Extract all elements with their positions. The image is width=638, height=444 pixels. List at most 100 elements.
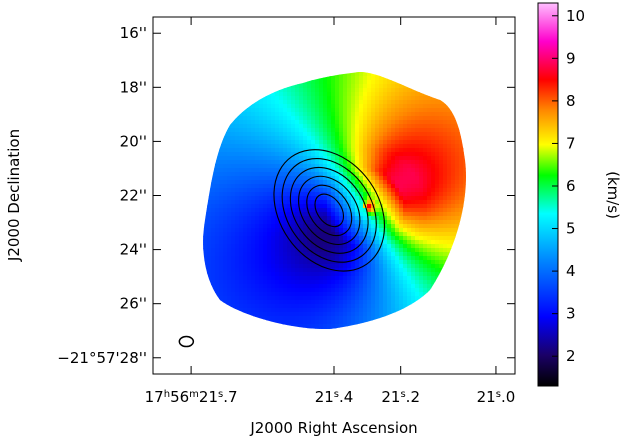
velocity-pixel bbox=[255, 108, 260, 113]
velocity-pixel bbox=[371, 324, 376, 329]
velocity-pixel bbox=[355, 116, 360, 121]
velocity-pixel bbox=[203, 280, 208, 285]
velocity-pixel bbox=[219, 236, 224, 241]
velocity-pixel bbox=[339, 64, 344, 69]
velocity-pixel bbox=[267, 324, 272, 329]
velocity-pixel bbox=[287, 132, 292, 137]
velocity-pixel bbox=[415, 76, 420, 81]
velocity-pixel bbox=[463, 268, 467, 273]
velocity-pixel bbox=[395, 172, 400, 177]
velocity-pixel bbox=[335, 72, 340, 73]
velocity-pixel bbox=[463, 212, 467, 217]
velocity-pixel bbox=[303, 252, 308, 257]
velocity-pixel bbox=[211, 160, 216, 165]
velocity-pixel bbox=[255, 84, 260, 89]
velocity-pixel bbox=[347, 120, 352, 125]
velocity-pixel bbox=[323, 180, 328, 185]
velocity-pixel bbox=[471, 216, 476, 221]
velocity-pixel bbox=[403, 200, 408, 205]
velocity-pixel bbox=[439, 332, 444, 337]
velocity-pixel bbox=[387, 236, 392, 241]
velocity-pixel bbox=[415, 304, 420, 309]
velocity-pixel bbox=[383, 256, 388, 261]
velocity-pixel bbox=[231, 88, 236, 93]
velocity-pixel bbox=[383, 252, 388, 257]
velocity-pixel bbox=[359, 320, 364, 325]
velocity-pixel bbox=[375, 168, 380, 173]
velocity-pixel bbox=[363, 168, 368, 173]
velocity-pixel bbox=[279, 328, 284, 330]
velocity-pixel bbox=[459, 208, 464, 213]
velocity-pixel bbox=[367, 188, 372, 193]
velocity-pixel bbox=[439, 296, 444, 301]
velocity-pixel bbox=[299, 136, 304, 141]
velocity-pixel bbox=[203, 244, 208, 249]
velocity-pixel bbox=[391, 252, 396, 257]
velocity-pixel bbox=[219, 72, 224, 73]
velocity-pixel bbox=[227, 76, 232, 81]
velocity-pixel bbox=[307, 160, 312, 165]
velocity-pixel bbox=[255, 272, 260, 277]
velocity-pixel bbox=[211, 80, 216, 85]
velocity-pixel bbox=[455, 172, 460, 177]
velocity-pixel bbox=[243, 124, 248, 129]
velocity-pixel bbox=[239, 240, 244, 245]
velocity-pixel bbox=[239, 224, 244, 229]
velocity-pixel bbox=[275, 128, 280, 133]
velocity-pixel bbox=[447, 164, 452, 169]
velocity-pixel bbox=[219, 100, 224, 105]
velocity-pixel bbox=[203, 224, 208, 229]
velocity-pixel bbox=[235, 268, 240, 273]
velocity-pixel bbox=[299, 260, 304, 265]
velocity-pixel bbox=[203, 236, 208, 241]
velocity-pixel bbox=[359, 88, 364, 93]
velocity-pixel bbox=[343, 244, 348, 249]
velocity-pixel bbox=[395, 80, 400, 85]
velocity-pixel bbox=[443, 80, 448, 85]
velocity-pixel bbox=[411, 140, 416, 145]
velocity-pixel bbox=[355, 104, 360, 109]
velocity-pixel bbox=[367, 268, 372, 273]
velocity-pixel bbox=[419, 212, 424, 217]
velocity-pixel bbox=[195, 160, 200, 165]
velocity-pixel bbox=[291, 264, 296, 269]
velocity-pixel bbox=[219, 128, 224, 133]
velocity-pixel bbox=[447, 276, 452, 281]
velocity-pixel bbox=[283, 268, 288, 273]
velocity-pixel bbox=[247, 292, 252, 297]
velocity-pixel bbox=[203, 144, 208, 149]
velocity-pixel bbox=[247, 124, 252, 129]
velocity-pixel bbox=[295, 248, 300, 253]
velocity-pixel bbox=[267, 208, 272, 213]
velocity-pixel bbox=[239, 192, 244, 197]
velocity-pixel bbox=[423, 324, 428, 329]
velocity-pixel bbox=[339, 72, 344, 77]
velocity-pixel bbox=[283, 72, 288, 77]
velocity-pixel bbox=[399, 300, 404, 305]
velocity-pixel bbox=[195, 228, 200, 233]
velocity-pixel bbox=[247, 320, 252, 325]
velocity-pixel bbox=[339, 332, 344, 337]
velocity-pixel bbox=[447, 192, 452, 197]
velocity-pixel bbox=[279, 192, 284, 197]
velocity-pixel bbox=[295, 304, 300, 309]
velocity-pixel bbox=[451, 156, 456, 161]
velocity-pixel bbox=[323, 228, 328, 233]
velocity-pixel bbox=[459, 108, 464, 113]
velocity-pixel bbox=[247, 284, 252, 289]
velocity-pixel bbox=[203, 112, 208, 117]
velocity-pixel bbox=[443, 316, 448, 321]
velocity-pixel bbox=[399, 292, 404, 297]
velocity-pixel bbox=[451, 216, 456, 221]
velocity-pixel bbox=[423, 148, 428, 153]
velocity-pixel bbox=[399, 196, 404, 201]
velocity-pixel bbox=[243, 240, 248, 245]
velocity-pixel bbox=[455, 312, 460, 317]
velocity-pixel bbox=[343, 84, 348, 89]
velocity-pixel bbox=[399, 140, 404, 145]
velocity-pixel bbox=[239, 108, 244, 113]
velocity-pixel bbox=[471, 128, 476, 133]
velocity-pixel bbox=[395, 112, 400, 117]
velocity-pixel bbox=[259, 308, 264, 313]
velocity-pixel bbox=[315, 104, 320, 109]
